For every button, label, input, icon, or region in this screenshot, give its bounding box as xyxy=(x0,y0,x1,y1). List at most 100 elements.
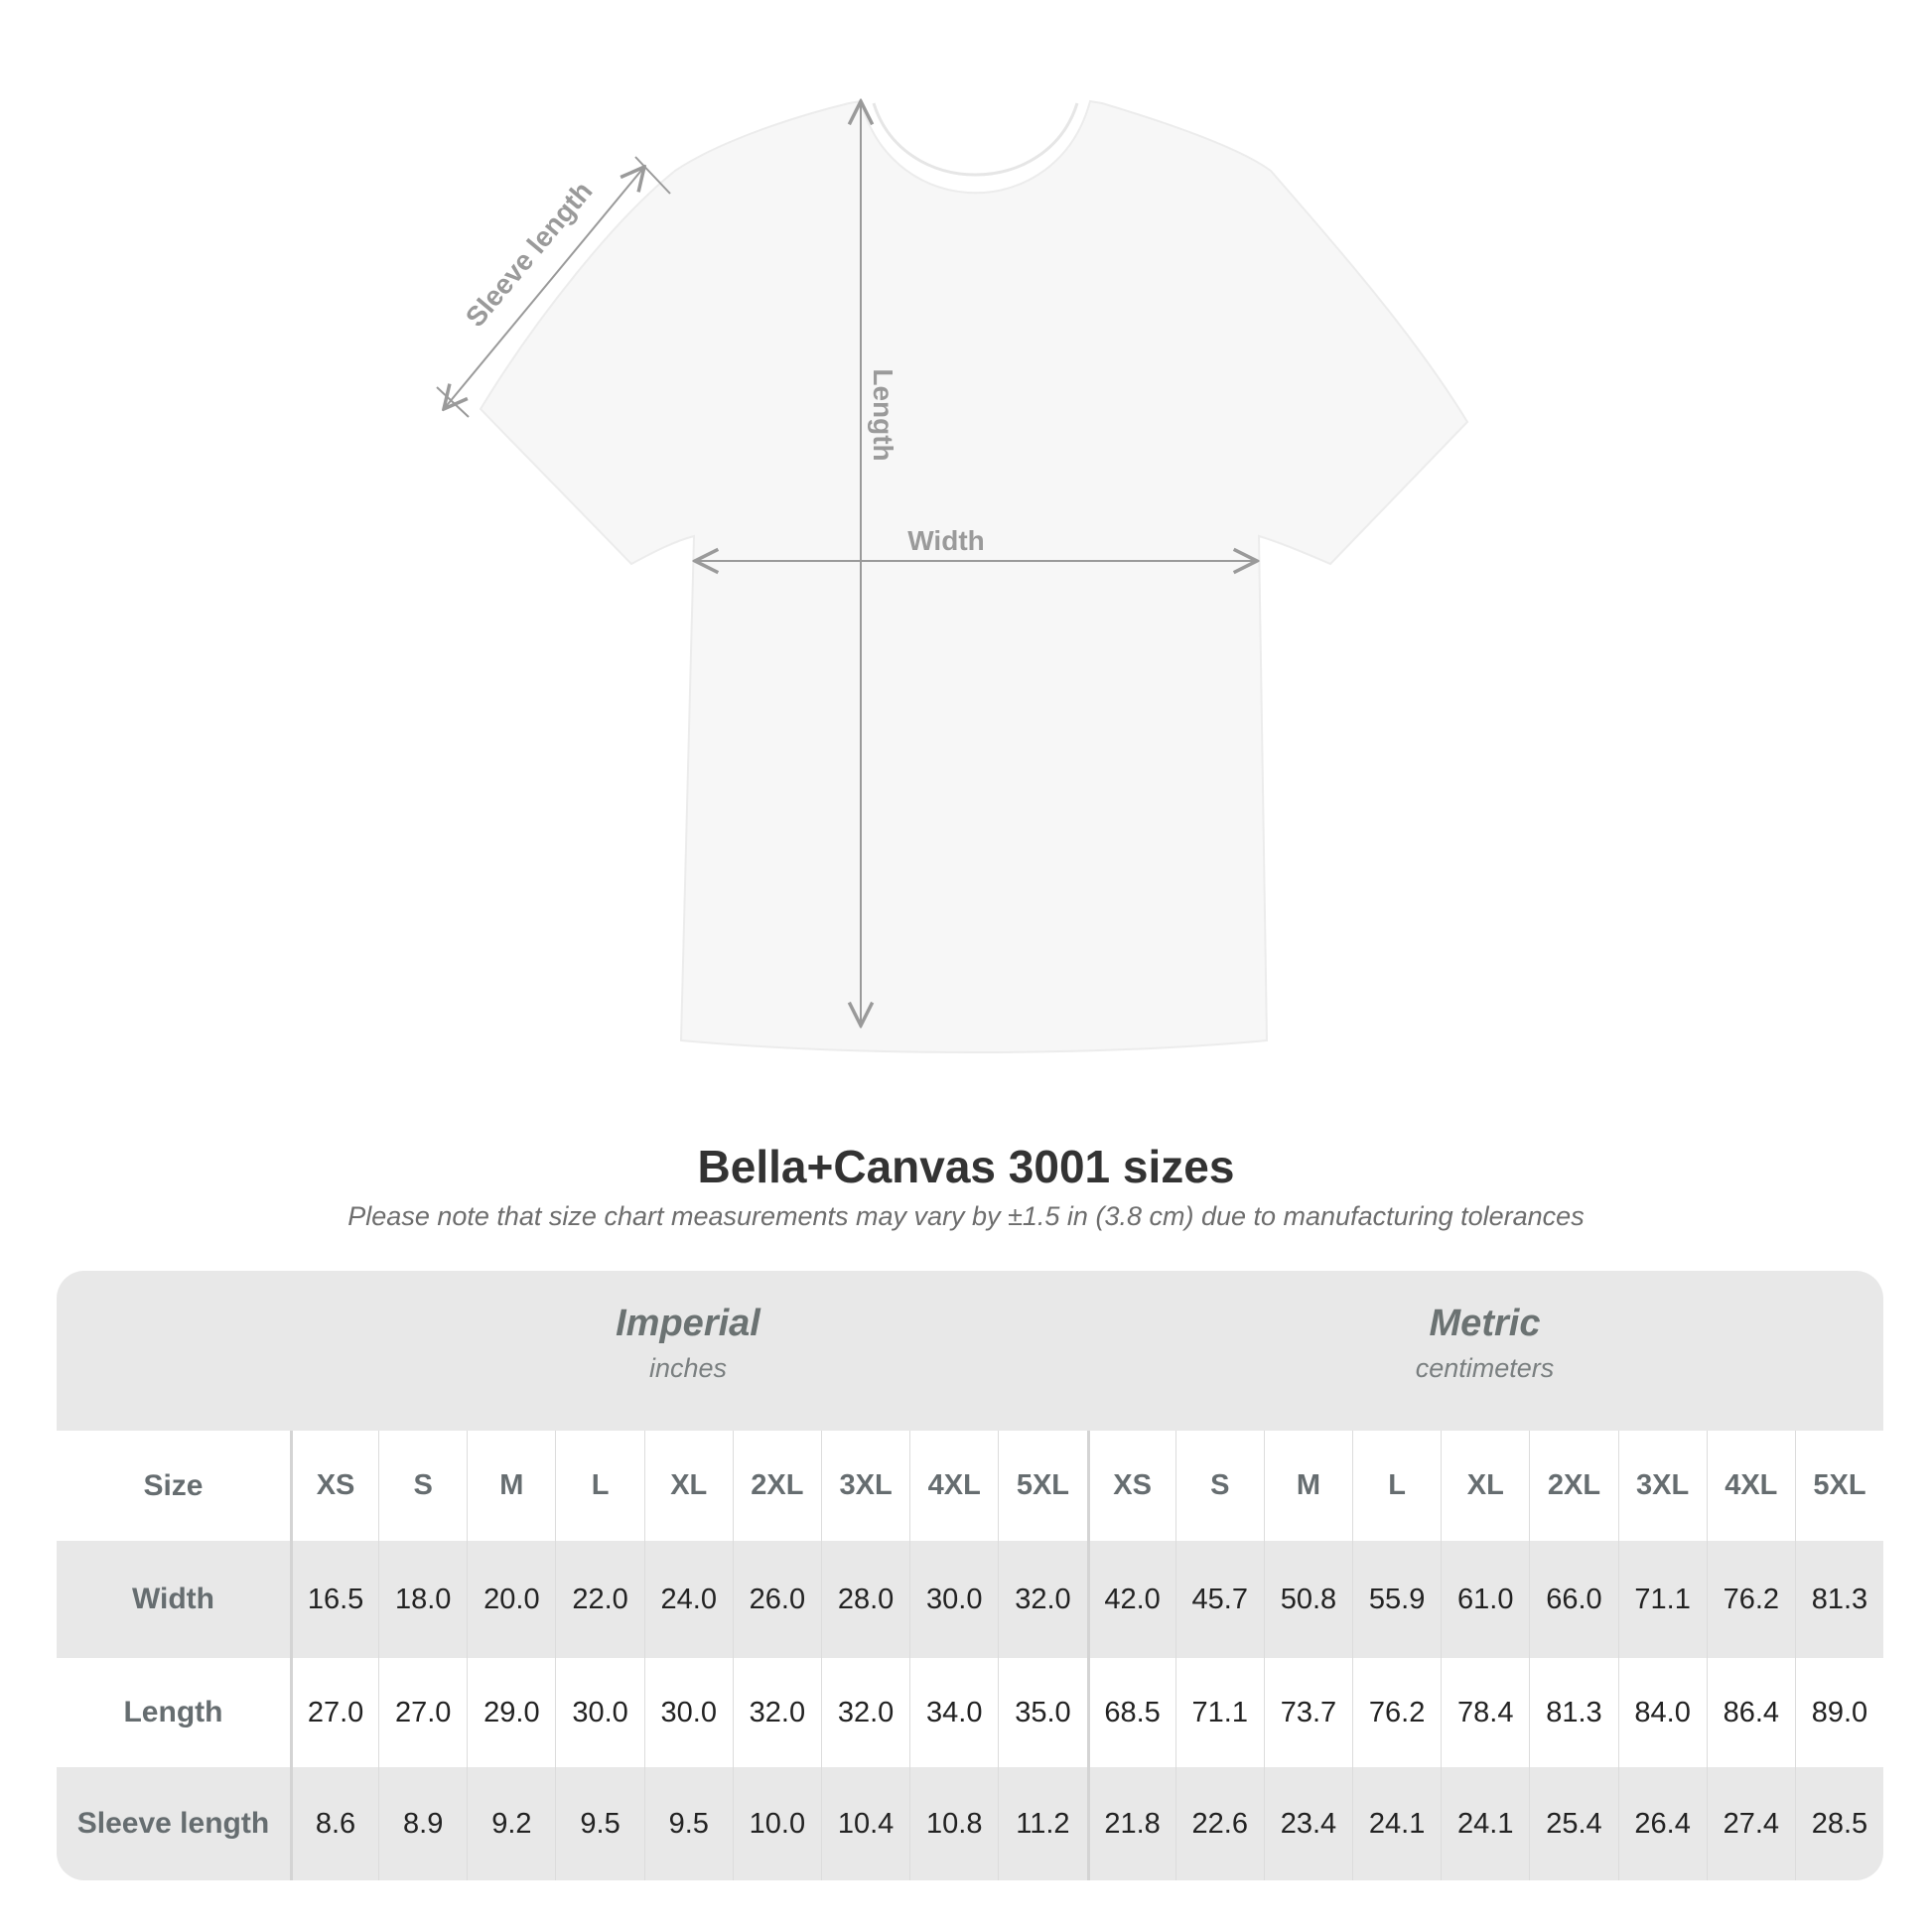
tshirt-shape xyxy=(479,99,1469,1053)
metric-value-cell: 23.4 xyxy=(1263,1767,1352,1880)
imperial-title: Imperial xyxy=(616,1303,760,1344)
sleeve-tick xyxy=(436,386,470,418)
metric-value-cell: 71.1 xyxy=(1617,1541,1707,1658)
metric-value-cell: 78.4 xyxy=(1441,1658,1529,1767)
imperial-size-header: XL xyxy=(643,1431,733,1541)
size-header-row: Size XS S M L XL 2XL 3XL 4XL 5XL XS S M L XL 2XL 3XL 4XL 5… xyxy=(57,1431,1883,1541)
imperial-value-cell: 10.0 xyxy=(732,1767,821,1880)
metric-value-cell: 24.1 xyxy=(1441,1767,1529,1880)
imperial-value-cell: 10.4 xyxy=(820,1767,909,1880)
metric-value-cell: 68.5 xyxy=(1086,1658,1175,1767)
imperial-size-header: L xyxy=(555,1431,643,1541)
metric-size-header: XS xyxy=(1086,1431,1175,1541)
imperial-value-cell: 9.5 xyxy=(555,1767,643,1880)
length-label: Length xyxy=(868,368,898,461)
imperial-unit: inches xyxy=(648,1353,728,1383)
imperial-value-cell: 32.0 xyxy=(820,1658,909,1767)
metric-value-cell: 76.2 xyxy=(1352,1658,1441,1767)
metric-value-cell: 89.0 xyxy=(1794,1658,1883,1767)
table-row: Width 16.5 18.0 20.0 22.0 24.0 26.0 28.0 30.0 32.… xyxy=(57,1541,1883,1658)
metric-size-header: L xyxy=(1352,1431,1441,1541)
metric-value-cell: 22.6 xyxy=(1174,1767,1264,1880)
imperial-size-header: 3XL xyxy=(820,1431,909,1541)
metric-size-header: 5XL xyxy=(1794,1431,1883,1541)
imperial-value-cell: 8.6 xyxy=(289,1767,378,1880)
imperial-value-cell: 27.0 xyxy=(378,1658,467,1767)
imperial-value-cell: 35.0 xyxy=(998,1658,1086,1767)
imperial-value-cell: 30.0 xyxy=(643,1658,733,1767)
imperial-value-cell: 10.8 xyxy=(909,1767,998,1880)
row-label: Size xyxy=(143,1468,204,1502)
metric-value-cell: 26.4 xyxy=(1617,1767,1707,1880)
imperial-value-cell: 8.9 xyxy=(378,1767,467,1880)
size-table: Imperial inches Metric centimeters Size X… xyxy=(57,1271,1883,1880)
table-row: Length 27.0 27.0 29.0 30.0 30.0 32.0 32.0 34.0 35… xyxy=(57,1658,1883,1767)
row-label: Length xyxy=(123,1696,223,1728)
sleeve-measure-line xyxy=(444,167,644,409)
sleeve-tick xyxy=(634,156,671,195)
imperial-size-header: XS xyxy=(289,1431,378,1541)
metric-size-header: M xyxy=(1263,1431,1352,1541)
metric-value-cell: 42.0 xyxy=(1086,1541,1175,1658)
imperial-value-cell: 32.0 xyxy=(732,1658,821,1767)
metric-value-cell: 84.0 xyxy=(1617,1658,1707,1767)
imperial-value-cell: 9.5 xyxy=(643,1767,733,1880)
metric-value-cell: 24.1 xyxy=(1352,1767,1441,1880)
tshirt-diagram: Width Length Sleeve length xyxy=(436,0,1469,1053)
imperial-size-header: S xyxy=(378,1431,467,1541)
metric-value-cell: 50.8 xyxy=(1263,1541,1352,1658)
imperial-value-cell: 32.0 xyxy=(998,1541,1086,1658)
table-row: Sleeve length 8.6 8.9 9.2 9.5 9.5 10.0 10.4 10.8… xyxy=(57,1767,1883,1880)
metric-value-cell: 76.2 xyxy=(1706,1541,1795,1658)
metric-size-header: 2XL xyxy=(1529,1431,1617,1541)
collar-seam xyxy=(872,102,1079,177)
metric-value-cell: 71.1 xyxy=(1174,1658,1264,1767)
metric-value-cell: 61.0 xyxy=(1441,1541,1529,1658)
metric-value-cell: 66.0 xyxy=(1529,1541,1617,1658)
metric-unit: centimeters xyxy=(1415,1353,1555,1383)
header-band xyxy=(57,1271,1883,1431)
imperial-value-cell: 28.0 xyxy=(820,1541,909,1658)
page-title: Bella+Canvas 3001 sizes xyxy=(697,1141,1235,1192)
metric-value-cell: 28.5 xyxy=(1794,1767,1883,1880)
imperial-value-cell: 27.0 xyxy=(289,1658,378,1767)
imperial-header: Imperial inches xyxy=(290,1271,1086,1431)
imperial-value-cell: 20.0 xyxy=(467,1541,555,1658)
metric-value-cell: 27.4 xyxy=(1706,1767,1795,1880)
imperial-value-cell: 30.0 xyxy=(909,1541,998,1658)
metric-value-cell: 81.3 xyxy=(1529,1658,1617,1767)
metric-value-cell: 86.4 xyxy=(1706,1658,1795,1767)
imperial-size-header: 4XL xyxy=(909,1431,998,1541)
imperial-value-cell: 26.0 xyxy=(732,1541,821,1658)
imperial-size-header: 2XL xyxy=(732,1431,821,1541)
imperial-value-cell: 16.5 xyxy=(289,1541,378,1658)
metric-value-cell: 81.3 xyxy=(1794,1541,1883,1658)
metric-header: Metric centimeters xyxy=(1086,1271,1883,1431)
metric-title: Metric xyxy=(1429,1303,1541,1344)
metric-size-header: 4XL xyxy=(1706,1431,1795,1541)
metric-value-cell: 55.9 xyxy=(1352,1541,1441,1658)
imperial-value-cell: 34.0 xyxy=(909,1658,998,1767)
imperial-size-header: 5XL xyxy=(998,1431,1086,1541)
metric-size-header: S xyxy=(1174,1431,1264,1541)
metric-size-header: XL xyxy=(1441,1431,1529,1541)
tolerance-note: Please note that size chart measurements… xyxy=(347,1201,1585,1231)
width-label: Width xyxy=(907,525,985,556)
imperial-value-cell: 30.0 xyxy=(555,1658,643,1767)
imperial-value-cell: 24.0 xyxy=(643,1541,733,1658)
row-label: Width xyxy=(131,1583,214,1615)
imperial-size-header: M xyxy=(467,1431,555,1541)
imperial-value-cell: 18.0 xyxy=(378,1541,467,1658)
metric-value-cell: 25.4 xyxy=(1529,1767,1617,1880)
metric-value-cell: 73.7 xyxy=(1263,1658,1352,1767)
metric-value-cell: 45.7 xyxy=(1174,1541,1264,1658)
row-band xyxy=(57,1767,1883,1880)
imperial-value-cell: 22.0 xyxy=(555,1541,643,1658)
imperial-value-cell: 11.2 xyxy=(998,1767,1086,1880)
metric-value-cell: 21.8 xyxy=(1086,1767,1175,1880)
metric-size-header: 3XL xyxy=(1617,1431,1707,1541)
imperial-value-cell: 29.0 xyxy=(467,1658,555,1767)
row-band xyxy=(57,1541,1883,1658)
row-label: Sleeve length xyxy=(76,1807,270,1840)
imperial-value-cell: 9.2 xyxy=(467,1767,555,1880)
